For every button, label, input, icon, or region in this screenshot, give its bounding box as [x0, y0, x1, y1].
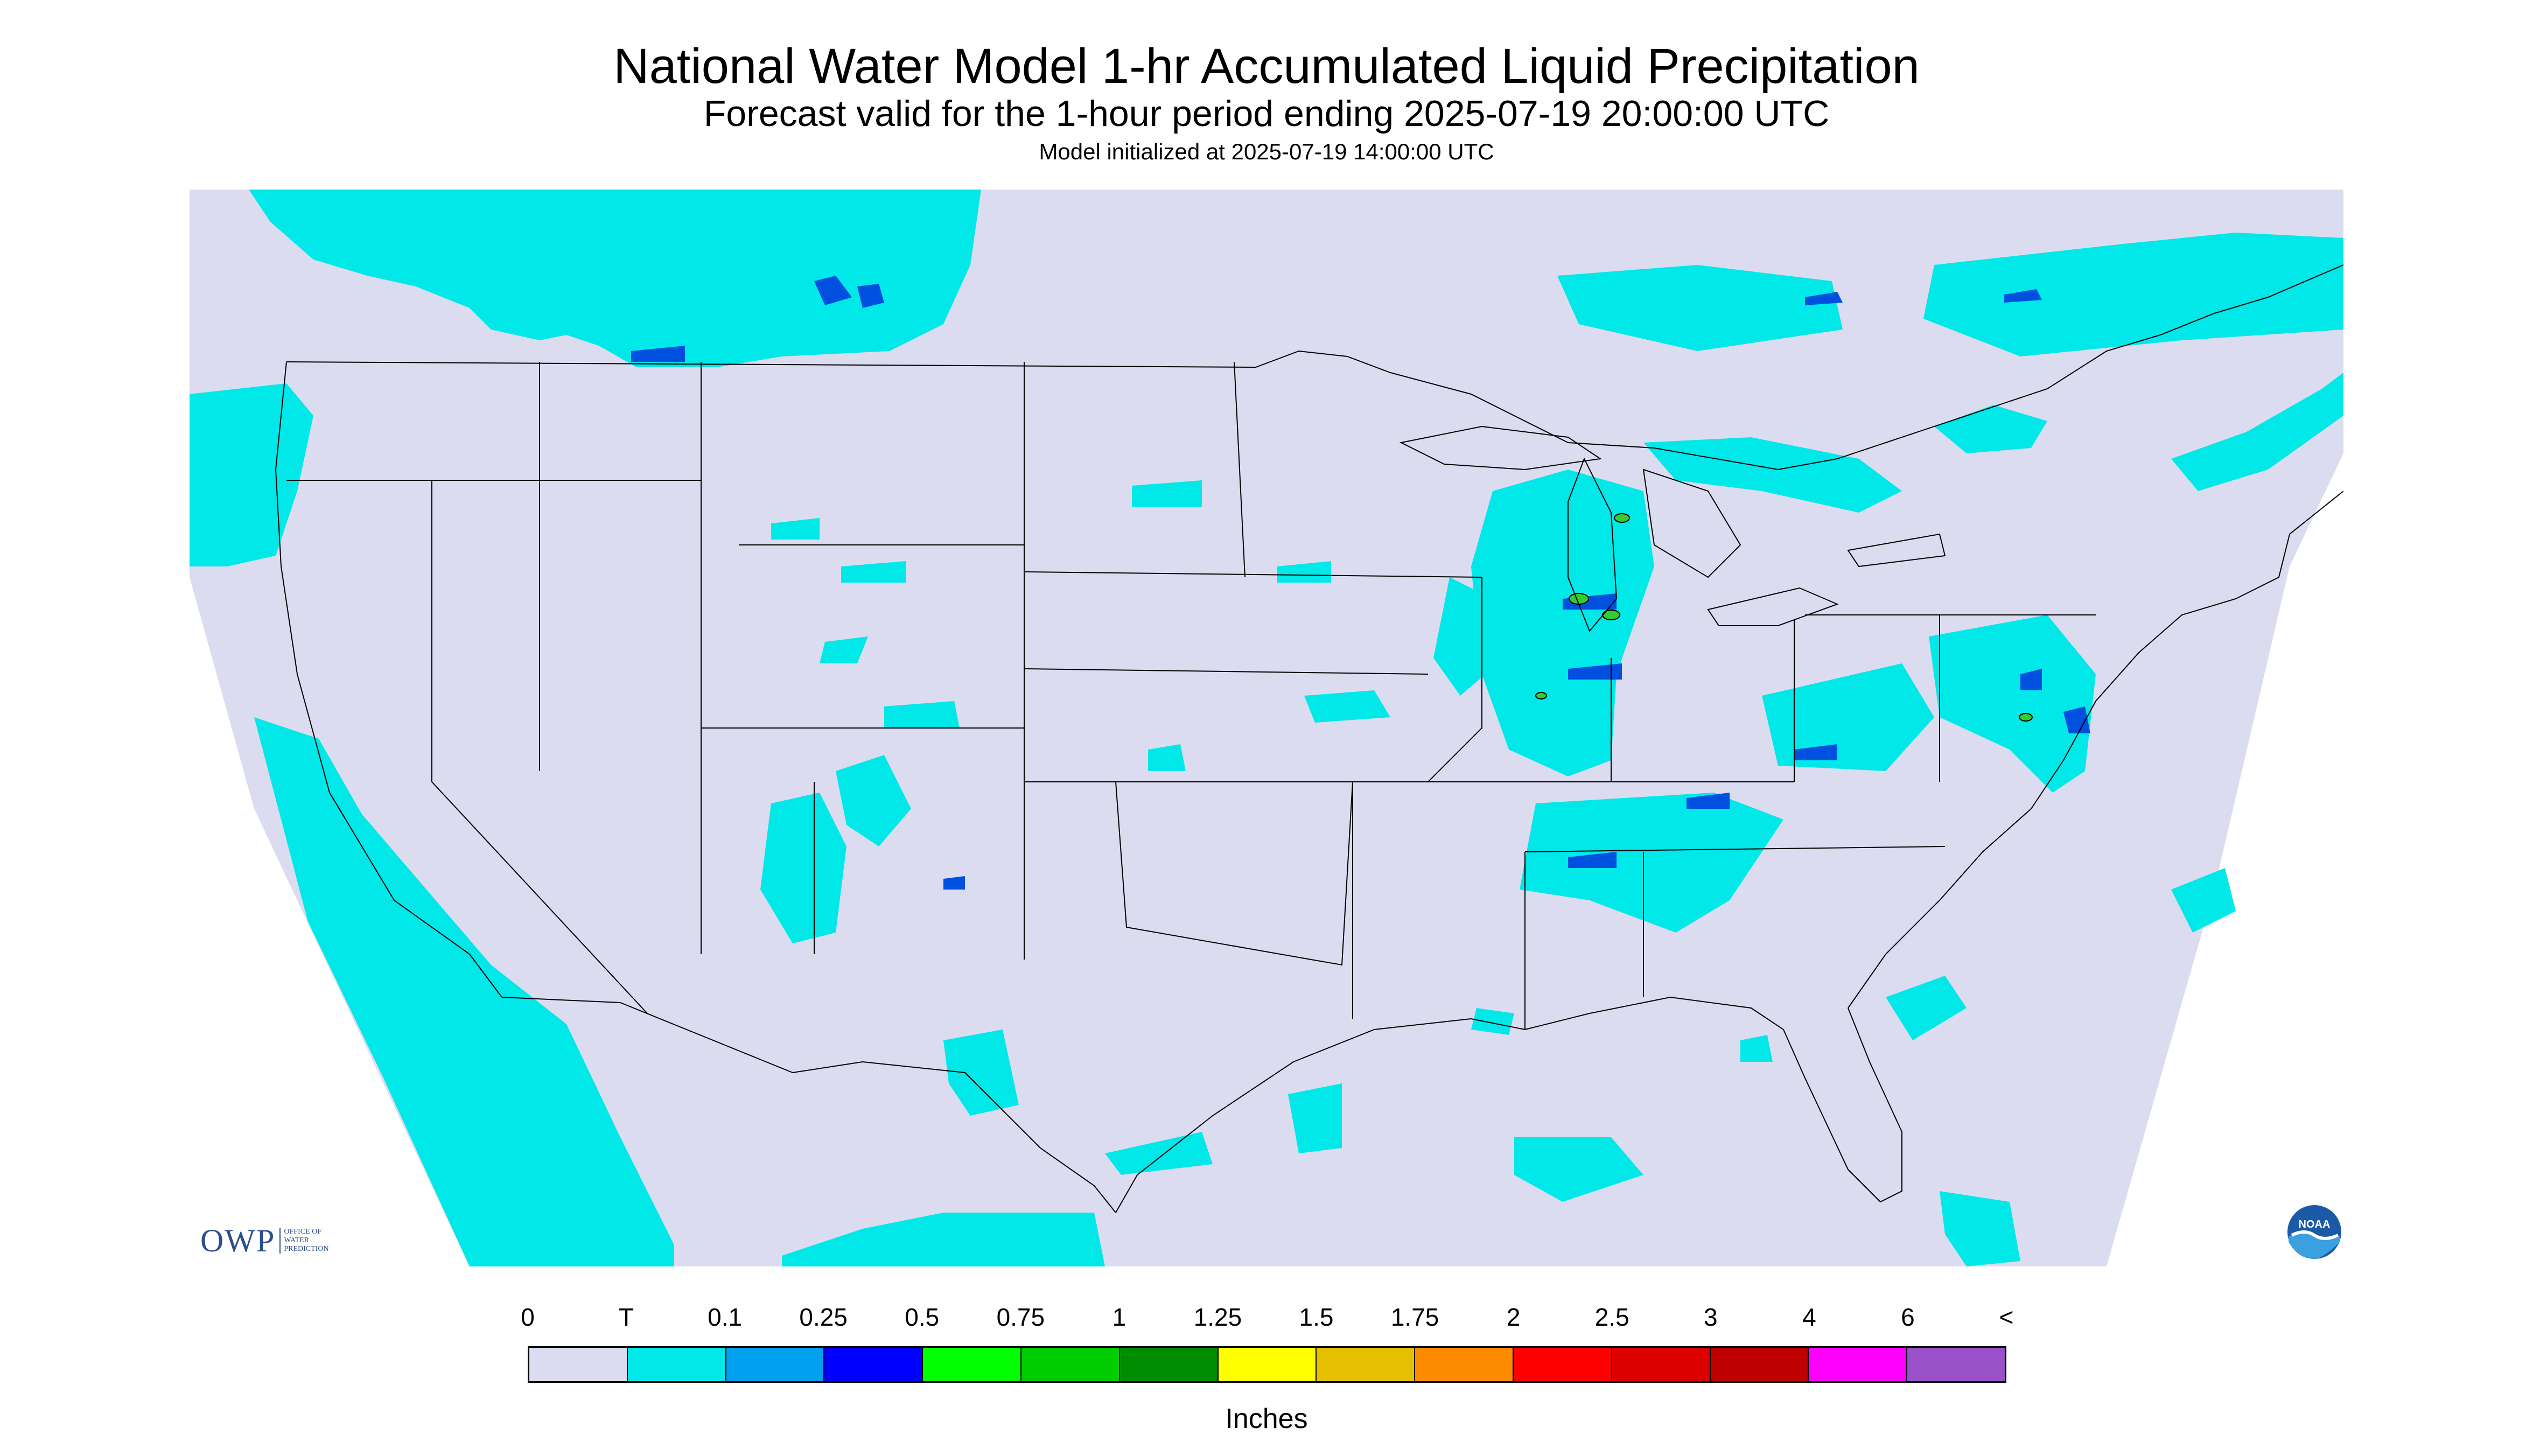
legend-tick-label: 0.25	[799, 1303, 848, 1331]
legend-units: Inches	[1225, 1403, 1308, 1434]
owp-logo-text: OWP	[200, 1222, 276, 1258]
political-boundaries	[275, 264, 2343, 1213]
precipitation-map	[190, 190, 2343, 1266]
legend-tick-label: 2	[1506, 1303, 1521, 1331]
noaa-logo: NOAA	[2287, 1205, 2341, 1259]
legend-tick-label: 3	[1704, 1303, 1718, 1331]
legend-tick-label: <	[1999, 1303, 2014, 1331]
legend-swatch	[1119, 1348, 1219, 1381]
legend-swatch	[529, 1348, 628, 1381]
legend-swatch	[1317, 1348, 1416, 1381]
trace-precip-areas	[190, 190, 2343, 1266]
legend-tick-label: 0.5	[905, 1303, 940, 1331]
owp-logo: OWP OFFICE OF WATER PREDICTION	[200, 1223, 329, 1258]
model-init-time: Model initialized at 2025-07-19 14:00:00…	[1039, 139, 1494, 164]
legend-tick-label: 2.5	[1594, 1303, 1629, 1331]
legend-swatch	[1809, 1348, 1908, 1381]
owp-logo-subtext: OFFICE OF WATER PREDICTION	[279, 1228, 329, 1254]
legend-tick-label: 1.5	[1299, 1303, 1334, 1331]
legend-tick-label: 0	[521, 1303, 535, 1331]
legend-swatch	[726, 1348, 825, 1381]
svg-text:NOAA: NOAA	[2299, 1219, 2331, 1230]
legend-tick-label: 6	[1901, 1303, 1915, 1331]
great-lakes	[1399, 425, 1946, 632]
valid-time-subtitle: Forecast valid for the 1-hour period end…	[703, 93, 1830, 134]
legend-tick-label: T	[619, 1303, 634, 1331]
legend-swatch	[1907, 1348, 2005, 1381]
legend-swatch	[1021, 1348, 1120, 1381]
legend-tick-label: 1.75	[1390, 1303, 1439, 1331]
legend-labels: 0 T 0.1 0.25 0.5 0.75 1 1.25 1.5 1.75 2 2.5 3 4 6 <	[0, 1302, 2533, 1334]
legend-tick-label: 1.25	[1193, 1303, 1242, 1331]
legend-swatch	[1218, 1348, 1317, 1381]
map-title: National Water Model 1-hr Accumulated Li…	[613, 39, 1920, 94]
legend-swatch	[627, 1348, 726, 1381]
legend-swatch	[1415, 1348, 1514, 1381]
legend-swatch	[923, 1348, 1021, 1381]
legend-colorbar	[528, 1346, 2006, 1383]
legend-tick-label: 0.75	[996, 1303, 1045, 1331]
legend-tick-label: 1	[1112, 1303, 1126, 1331]
legend-tick-label: 0.1	[708, 1303, 743, 1331]
legend-swatch	[1710, 1348, 1809, 1381]
heavy-precip-areas	[1535, 513, 2033, 722]
legend-tick-label: 4	[1802, 1303, 1816, 1331]
legend-swatch	[824, 1348, 923, 1381]
legend-swatch	[1513, 1348, 1612, 1381]
legend-swatch	[1612, 1348, 1711, 1381]
